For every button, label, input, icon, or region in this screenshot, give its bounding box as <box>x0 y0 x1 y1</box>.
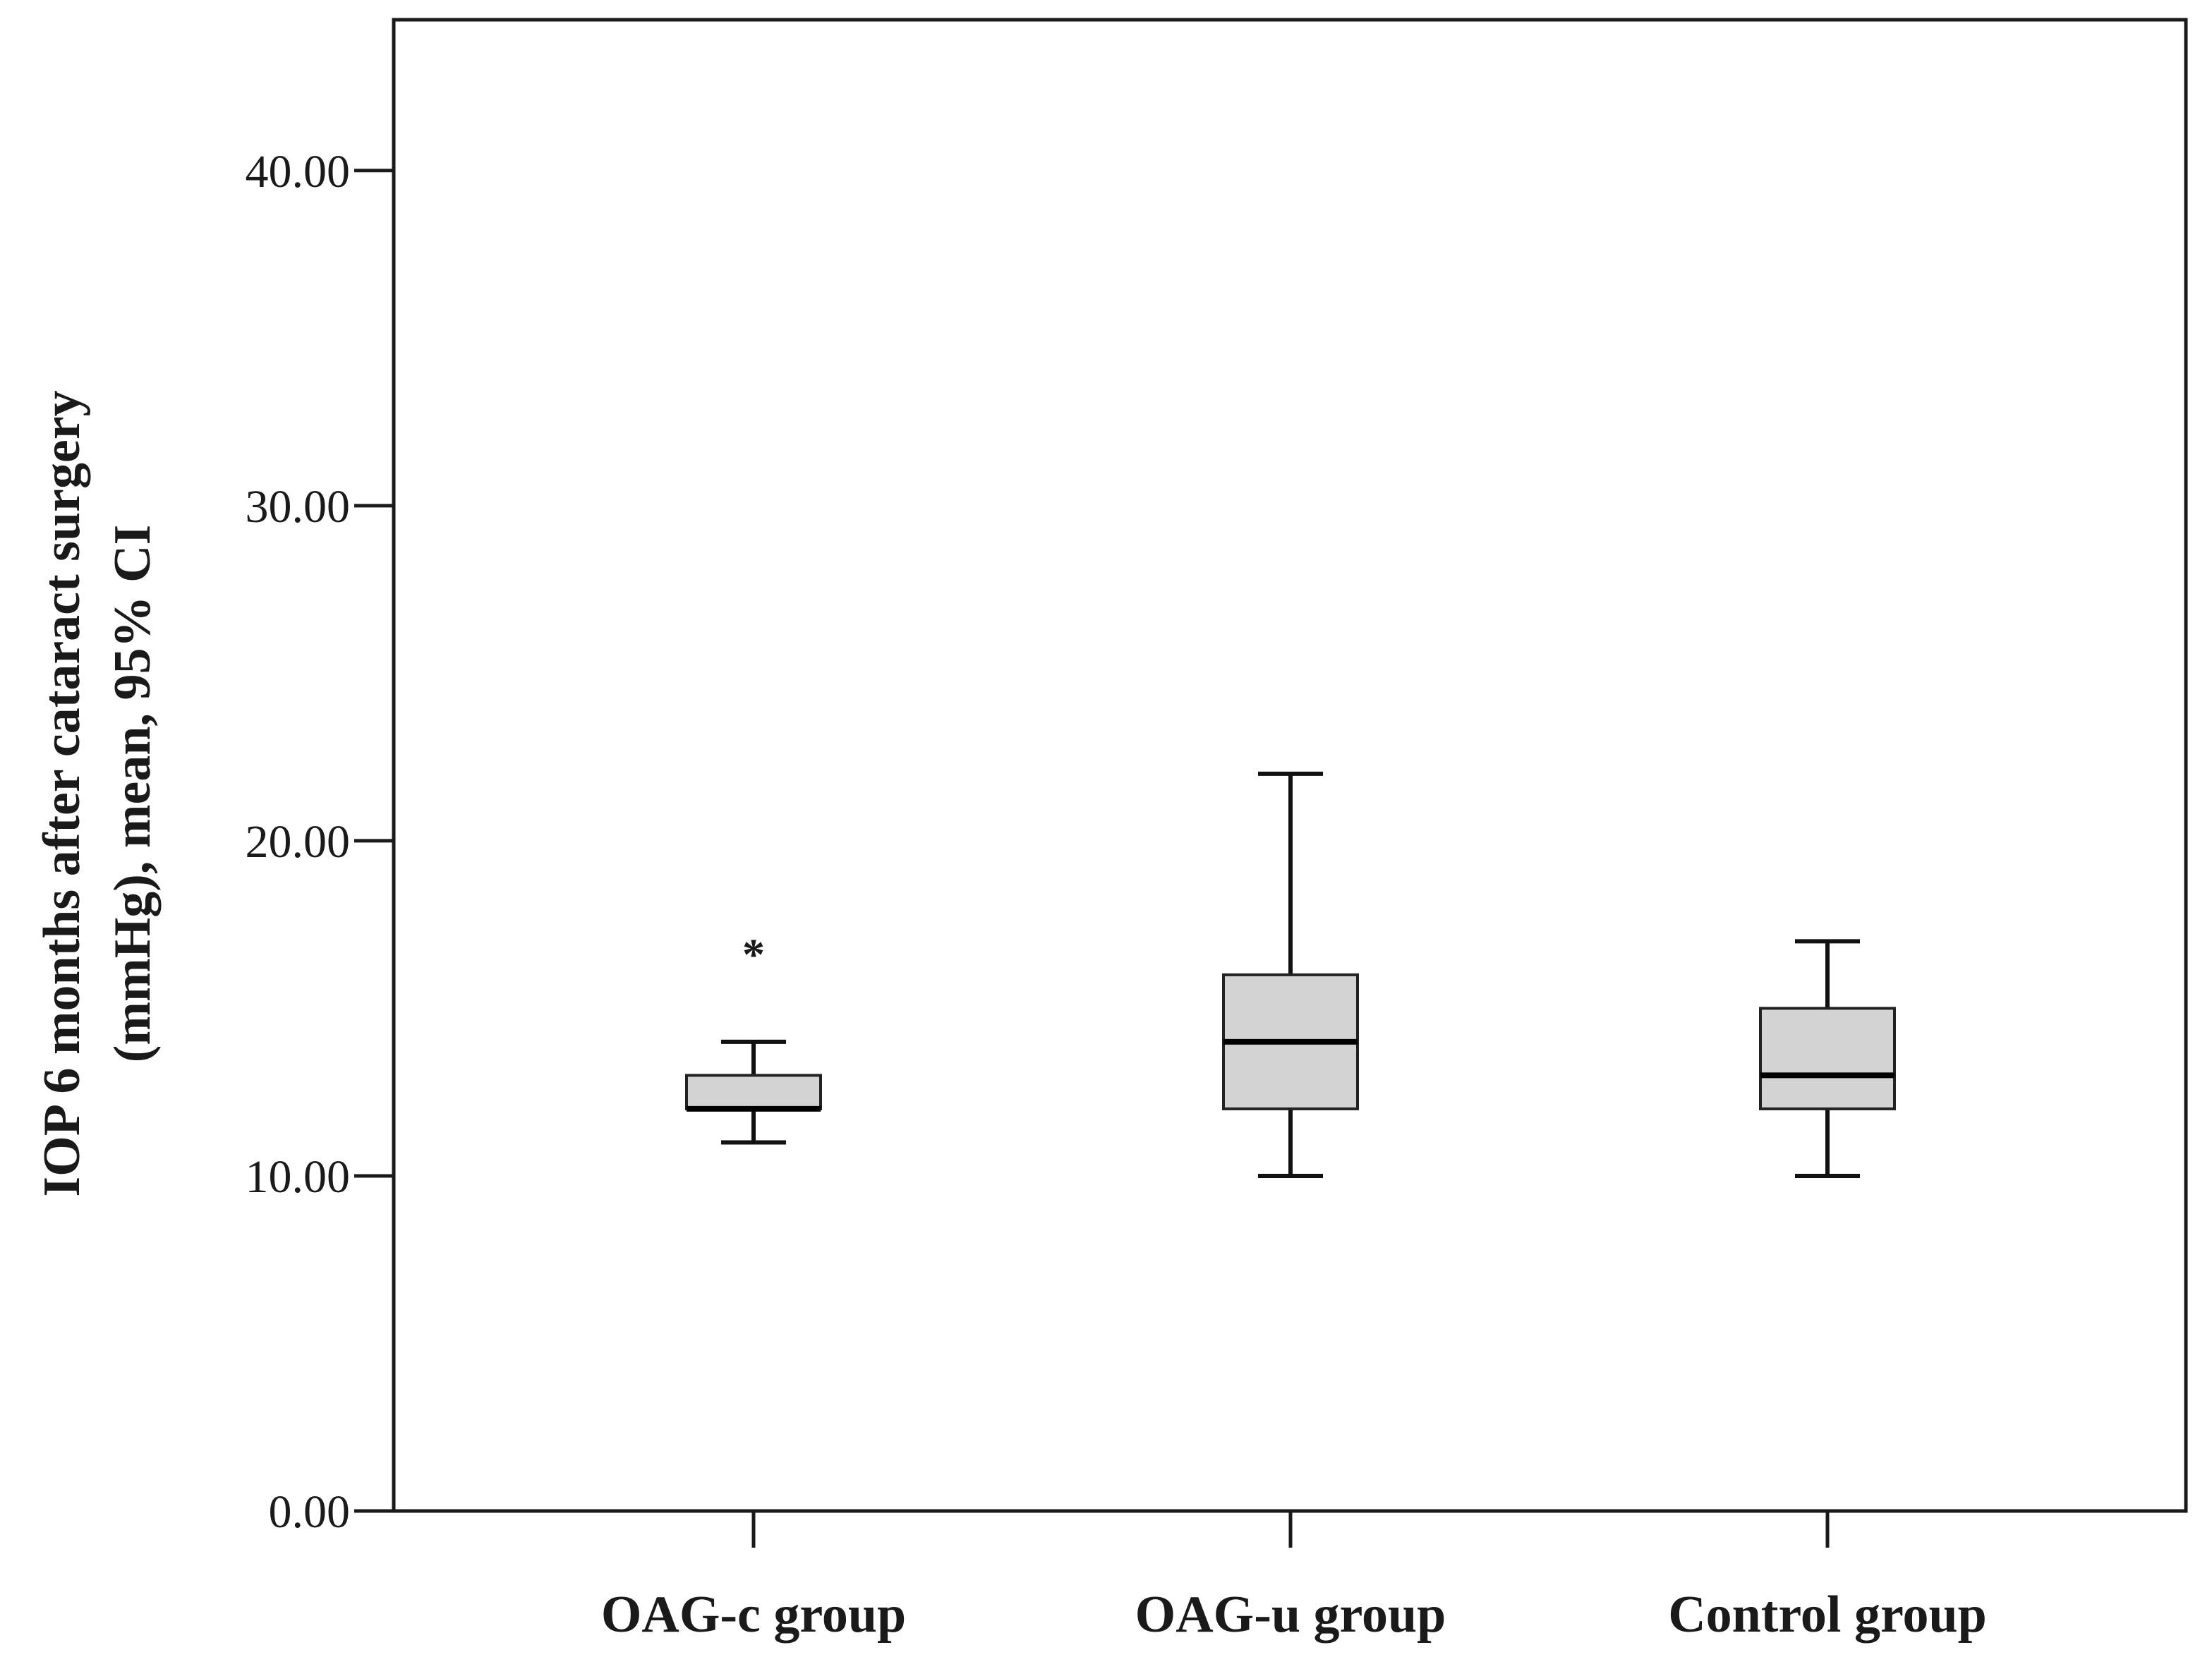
y-axis: 0.00 10.00 20.00 30.00 40.00 <box>246 146 394 1538</box>
box-group: * <box>685 929 822 1145</box>
y-tick-label: 40.00 <box>246 146 351 198</box>
x-category-label: OAG-c group <box>601 1586 906 1644</box>
y-axis-title: IOP 6 months after cataract surgery (mmHg… <box>33 390 162 1196</box>
x-axis: OAG-c group OAG-u group Control group <box>601 1511 1987 1644</box>
plot-frame <box>392 18 2188 1513</box>
y-tick-label: 0.00 <box>269 1486 351 1538</box>
box-group <box>1759 939 1896 1178</box>
x-category-label: Control group <box>1668 1586 1987 1644</box>
iqr-box <box>685 1074 822 1110</box>
y-tick-label: 10.00 <box>246 1151 351 1203</box>
y-axis-title-line: IOP 6 months after cataract surgery <box>33 390 91 1196</box>
x-category-label: OAG-u group <box>1135 1586 1446 1644</box>
y-axis-title-line: (mmHg), mean, 95% CI <box>104 525 162 1063</box>
y-tick-label: 20.00 <box>246 816 351 868</box>
box-series: * <box>685 771 1896 1178</box>
box-group <box>1222 771 1359 1178</box>
outlier-marker: * <box>742 929 765 979</box>
y-tick-label: 30.00 <box>246 481 351 533</box>
iqr-box <box>1759 1007 1896 1110</box>
